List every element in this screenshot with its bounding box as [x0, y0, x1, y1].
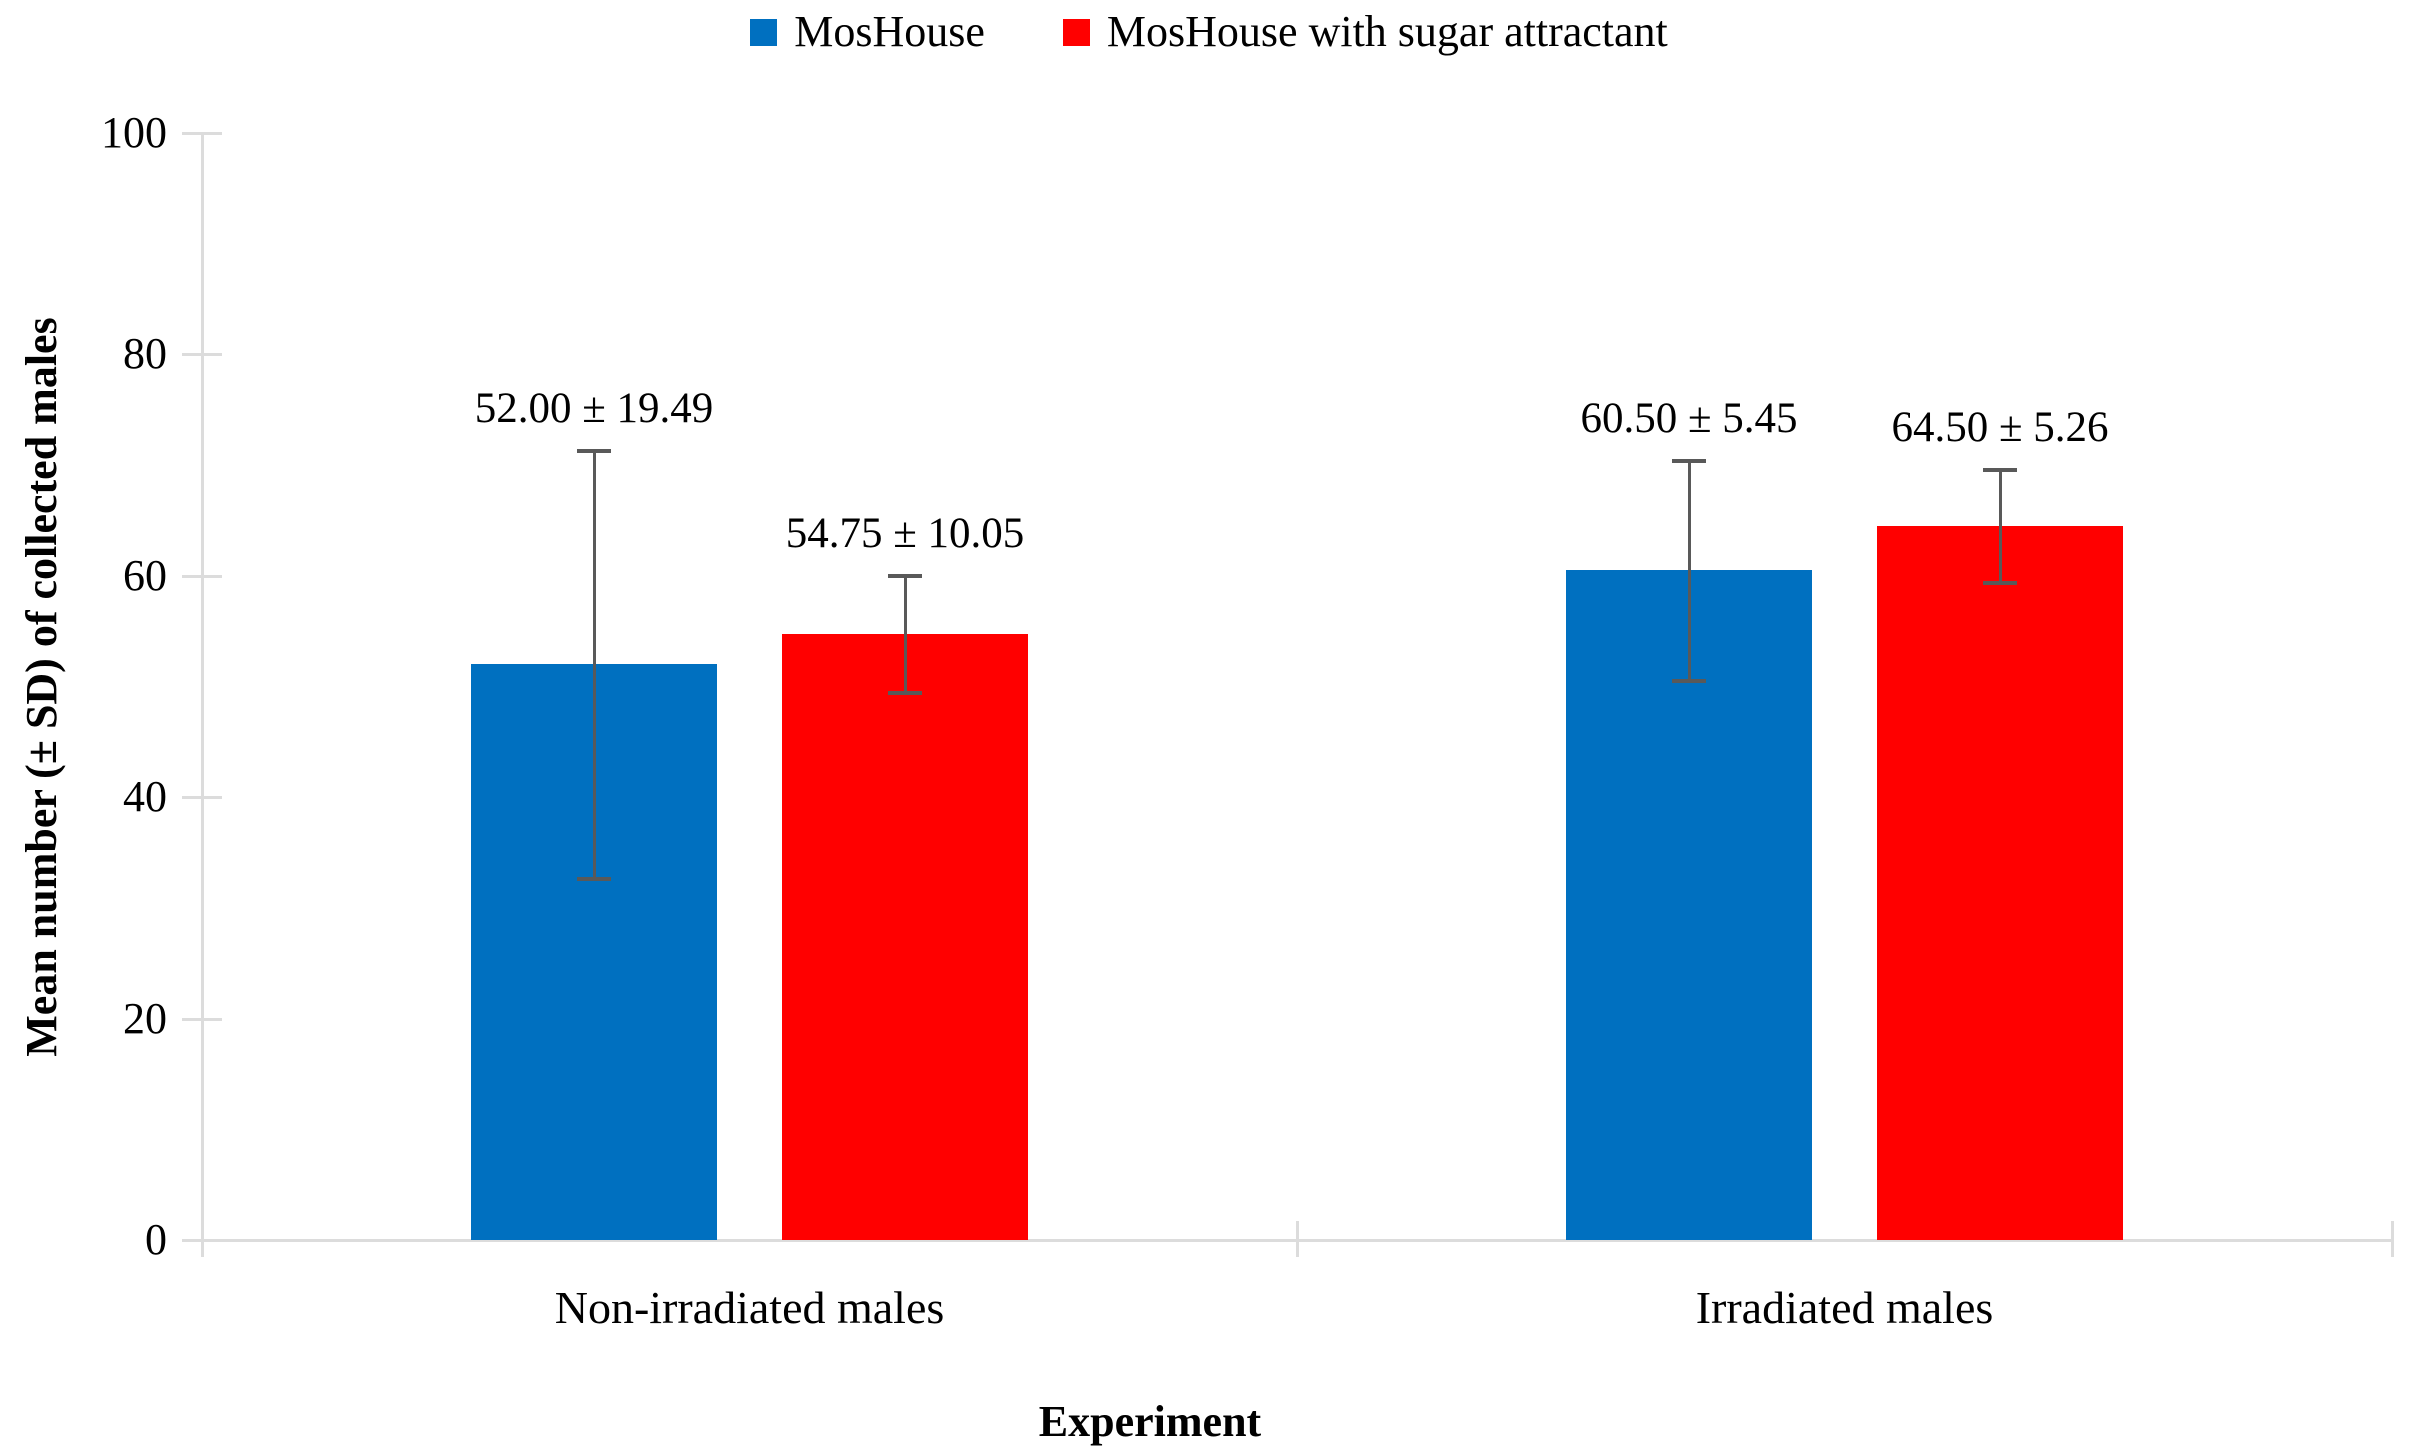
y-tick-label: 100 — [101, 108, 167, 157]
bar-non-irradiated-males-series-2 — [782, 633, 1028, 1240]
legend-item-2: MosHouse with sugar attractant — [1062, 6, 1668, 58]
y-tick-mark — [182, 132, 222, 135]
y-tick-label: 0 — [145, 1215, 167, 1264]
y-axis-line — [201, 133, 204, 1243]
y-tick-mark — [182, 1017, 222, 1021]
error-bar-line — [1687, 459, 1691, 682]
y-tick-label: 80 — [123, 329, 167, 379]
y-axis-title: Mean number (± SD) of collected males — [17, 317, 66, 1057]
error-bar-line — [903, 573, 907, 695]
data-label: 60.50 ± 5.45 — [1580, 395, 1798, 442]
error-bar-cap-bottom — [888, 691, 922, 696]
legend-swatch-icon — [1062, 18, 1090, 46]
bar-irradiated-males-series-2 — [1877, 525, 2123, 1240]
y-tick-mark — [182, 574, 222, 578]
error-bar-cap-top — [888, 573, 922, 578]
x-boundary-tick — [201, 1221, 204, 1257]
legend-swatch-icon — [750, 18, 778, 46]
error-bar-cap-top — [577, 448, 611, 453]
error-bar-cap-bottom — [1672, 678, 1706, 683]
error-bar-cap-bottom — [577, 877, 611, 882]
data-label: 52.00 ± 19.49 — [474, 384, 714, 432]
error-bar-line — [592, 448, 596, 881]
y-tick-mark — [182, 353, 222, 357]
error-bar-cap-bottom — [1983, 581, 2017, 586]
y-tick-label: 40 — [123, 772, 167, 822]
legend-item-1: MosHouse — [750, 6, 985, 58]
y-tick-label: 20 — [123, 993, 167, 1043]
legend-label: MosHouse — [794, 7, 985, 56]
data-label: 64.50 ± 5.26 — [1891, 403, 2109, 451]
legend-label: MosHouse with sugar attractant — [1106, 7, 1668, 56]
category-label-2: Irradiated males — [1695, 1282, 1994, 1333]
x-axis-title: Experiment — [1038, 1397, 1262, 1446]
y-tick-label: 60 — [123, 550, 167, 600]
category-label-1: Non-irradiated males — [554, 1282, 945, 1333]
x-boundary-tick — [1296, 1221, 1299, 1257]
data-label: 54.75 ± 10.05 — [785, 509, 1025, 557]
error-bar-cap-top — [1672, 459, 1706, 463]
x-boundary-tick — [2391, 1221, 2394, 1257]
error-bar-line — [1998, 467, 2002, 585]
error-bar-cap-top — [1983, 467, 2017, 472]
y-tick-mark — [182, 796, 222, 800]
legend: MosHouse MosHouse with sugar attractant — [0, 6, 2418, 58]
